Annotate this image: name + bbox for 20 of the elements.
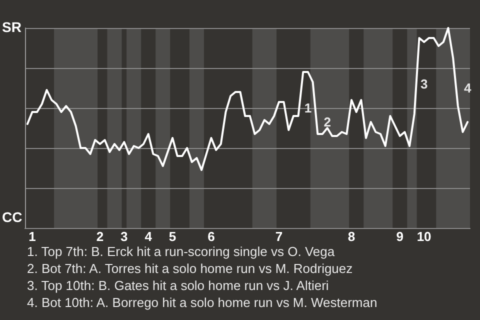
text: 1. Top 7th: B. Erck hit a run-scoring single vs O. Vega [27,244,336,259]
x-tick-label: 3 [120,229,128,244]
text: 4. Bot 10th: A. Borrego hit a solo home run vs M. Westerman [27,295,378,310]
x-tick-label: 4 [144,229,153,244]
annotation: 4 [464,80,472,96]
text: CC [2,209,22,225]
x-tick-label: 6 [208,229,215,244]
x-tick-label: 7 [275,229,283,244]
annotation: 3 [420,76,428,92]
text: SR [2,19,22,35]
x-tick-label: 2 [96,229,104,244]
text: 3. Top 10th: B. Gates hit a solo home run vs J. Altieri [27,278,329,293]
annotation: 2 [324,114,331,130]
x-tick-label: 9 [396,229,404,244]
x-tick-label: 5 [168,229,176,244]
x-tick-label: 1 [28,229,36,244]
text: 2. Bot 7th: A. Torres hit a solo home run vs M. Rodriguez [27,261,353,276]
x-tick-label: 10 [416,229,432,244]
x-tick-label: 8 [348,229,356,244]
annotation: 1 [304,100,312,116]
